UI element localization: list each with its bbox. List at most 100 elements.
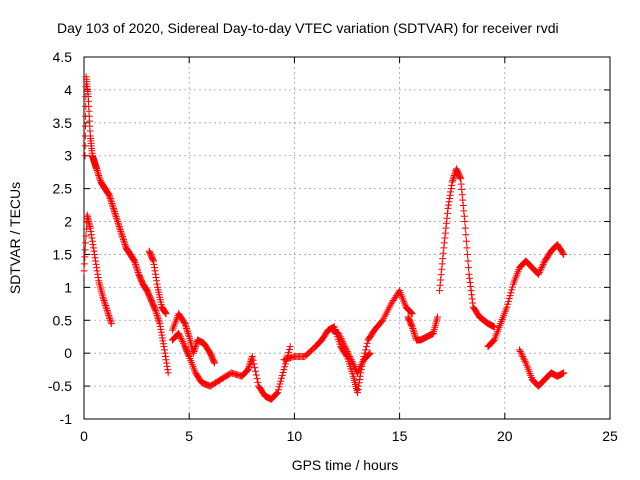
data-point bbox=[505, 294, 513, 302]
data-point bbox=[112, 211, 120, 219]
data-point bbox=[467, 287, 475, 295]
x-tick-label: 20 bbox=[497, 428, 513, 444]
data-point bbox=[80, 260, 88, 268]
data-point bbox=[129, 255, 137, 263]
data-point bbox=[516, 348, 524, 356]
data-point bbox=[181, 320, 189, 328]
plot-frame bbox=[83, 56, 611, 420]
data-point bbox=[118, 232, 126, 240]
y-tick-label: -1 bbox=[60, 411, 73, 427]
data-point bbox=[356, 376, 364, 384]
data-point bbox=[461, 218, 469, 226]
data-point bbox=[539, 260, 547, 268]
data-point bbox=[150, 264, 158, 272]
data-point bbox=[105, 311, 113, 319]
data-point bbox=[446, 191, 454, 199]
data-point bbox=[468, 291, 476, 299]
data-point bbox=[93, 165, 101, 173]
data-point bbox=[520, 356, 528, 364]
data-point bbox=[445, 198, 453, 206]
data-point bbox=[105, 191, 113, 199]
data-point bbox=[114, 219, 122, 227]
data-point bbox=[507, 289, 515, 297]
data-point bbox=[442, 224, 450, 232]
data-point bbox=[134, 269, 142, 277]
data-point bbox=[115, 221, 123, 229]
data-point bbox=[191, 344, 199, 352]
data-point bbox=[184, 329, 192, 337]
data-point bbox=[440, 244, 448, 252]
data-point bbox=[463, 250, 471, 258]
data-point bbox=[152, 308, 160, 316]
data-point bbox=[91, 250, 99, 258]
data-point bbox=[278, 371, 286, 379]
y-tick-labels: -1 -0.5 0 0.5 1 1.5 2 2.5 3 3.5 4 4.5 bbox=[48, 49, 72, 427]
data-point bbox=[464, 257, 472, 265]
y-tick-label: 4.5 bbox=[53, 49, 73, 65]
data-point bbox=[350, 361, 358, 369]
grid bbox=[84, 57, 610, 419]
data-point bbox=[160, 346, 168, 354]
data-point bbox=[285, 348, 293, 356]
data-point bbox=[337, 334, 345, 342]
data-point bbox=[91, 254, 99, 262]
x-tick-labels: 0 5 10 15 20 25 bbox=[80, 428, 618, 444]
data-point bbox=[108, 201, 116, 209]
data-point bbox=[104, 190, 112, 198]
data-point bbox=[94, 170, 102, 178]
data-point bbox=[180, 318, 188, 326]
series-arc-2 bbox=[80, 211, 115, 328]
data-point bbox=[87, 231, 95, 239]
data-point bbox=[447, 188, 455, 196]
data-point bbox=[88, 237, 96, 245]
data-point bbox=[161, 349, 169, 357]
data-point bbox=[465, 264, 473, 272]
data-point bbox=[250, 360, 258, 368]
data-point bbox=[409, 326, 417, 334]
data-point bbox=[116, 226, 124, 234]
data-point bbox=[106, 193, 114, 201]
data-point bbox=[153, 280, 161, 288]
data-point bbox=[560, 250, 568, 258]
data-point bbox=[277, 377, 285, 385]
data-point bbox=[559, 249, 567, 257]
data-point bbox=[159, 340, 167, 348]
data-point bbox=[88, 234, 96, 242]
data-point bbox=[132, 260, 140, 268]
data-point bbox=[348, 357, 356, 365]
x-axis-label: GPS time / hours bbox=[292, 457, 399, 473]
data-point bbox=[440, 239, 448, 247]
data-point bbox=[410, 328, 418, 336]
data-point bbox=[437, 271, 445, 279]
data-point bbox=[437, 276, 445, 284]
data-point bbox=[448, 181, 456, 189]
data-point bbox=[463, 244, 471, 252]
data-point bbox=[190, 348, 198, 356]
data-point bbox=[82, 232, 90, 240]
data-point bbox=[119, 236, 127, 244]
data-point bbox=[117, 229, 125, 237]
data-point bbox=[183, 325, 191, 332]
data-point bbox=[92, 257, 100, 265]
data-point bbox=[347, 356, 355, 364]
data-point bbox=[273, 389, 281, 397]
data-point bbox=[339, 339, 347, 347]
data-point bbox=[133, 264, 141, 272]
data-point bbox=[103, 305, 111, 313]
data-point bbox=[468, 295, 476, 303]
data-point bbox=[489, 338, 497, 346]
data-point bbox=[185, 331, 193, 339]
data-point bbox=[343, 348, 351, 356]
data-point bbox=[280, 366, 288, 374]
data-point bbox=[103, 306, 111, 314]
data-point bbox=[246, 359, 254, 367]
data-point bbox=[503, 303, 511, 311]
data-points bbox=[80, 73, 568, 403]
data-point bbox=[95, 173, 103, 181]
data-point bbox=[459, 196, 467, 204]
data-point bbox=[346, 354, 354, 362]
data-point bbox=[179, 338, 187, 346]
data-point bbox=[362, 343, 370, 351]
data-point bbox=[120, 237, 128, 245]
